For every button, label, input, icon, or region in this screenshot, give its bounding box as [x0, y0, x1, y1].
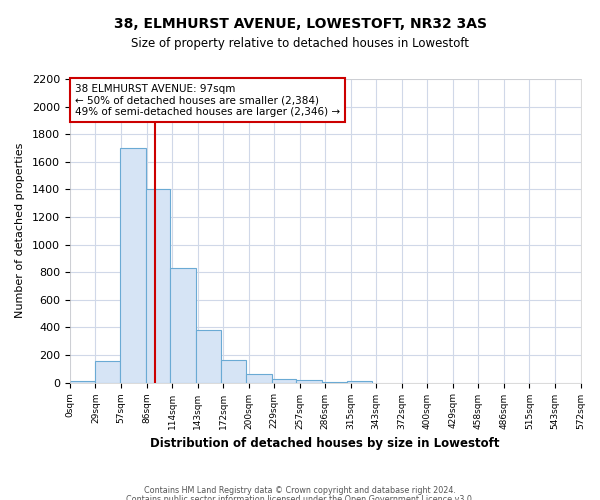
Bar [70, 381, 95, 382]
Text: Size of property relative to detached houses in Lowestoft: Size of property relative to detached ho… [131, 38, 469, 51]
Text: 38, ELMHURST AVENUE, LOWESTOFT, NR32 3AS: 38, ELMHURST AVENUE, LOWESTOFT, NR32 3AS [113, 18, 487, 32]
X-axis label: Distribution of detached houses by size in Lowestoft: Distribution of detached houses by size … [151, 437, 500, 450]
Y-axis label: Number of detached properties: Number of detached properties [15, 143, 25, 318]
Bar [246, 374, 272, 382]
Text: Contains public sector information licensed under the Open Government Licence v3: Contains public sector information licen… [126, 495, 474, 500]
Bar [221, 360, 246, 382]
Bar [296, 380, 322, 382]
Bar [95, 361, 120, 382]
Bar [146, 190, 170, 382]
Text: Contains HM Land Registry data © Crown copyright and database right 2024.: Contains HM Land Registry data © Crown c… [144, 486, 456, 495]
Bar [170, 268, 196, 382]
Bar [196, 330, 221, 382]
Text: 38 ELMHURST AVENUE: 97sqm
← 50% of detached houses are smaller (2,384)
49% of se: 38 ELMHURST AVENUE: 97sqm ← 50% of detac… [75, 84, 340, 117]
Bar [120, 148, 146, 382]
Bar [347, 381, 372, 382]
Bar [272, 379, 296, 382]
